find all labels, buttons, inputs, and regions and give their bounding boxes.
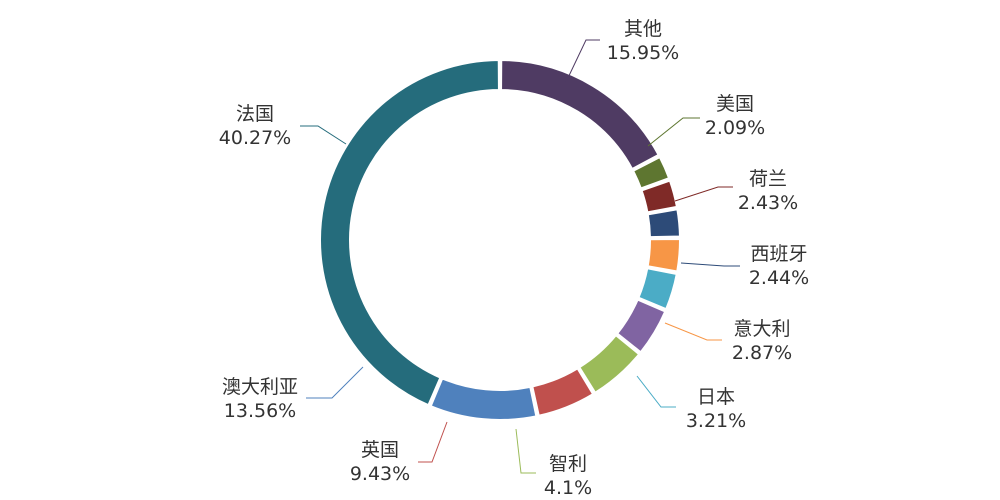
donut-slices <box>319 58 681 421</box>
leader-line-6 <box>515 428 536 474</box>
slice-1 <box>631 155 671 190</box>
slice-9 <box>429 377 538 421</box>
slice-percent: 9.43% <box>350 463 410 485</box>
leader-line-1 <box>647 117 700 147</box>
slice-label: 澳大利亚 <box>222 376 298 398</box>
slice-10 <box>319 58 500 407</box>
leader-line-7 <box>418 421 448 463</box>
leader-line-2 <box>674 186 733 202</box>
leader-line-8 <box>306 366 364 399</box>
slice-percent: 4.1% <box>544 477 592 499</box>
slice-label: 意大利 <box>733 318 790 340</box>
leader-line-3 <box>680 262 740 267</box>
slice-percent: 2.09% <box>705 117 765 139</box>
slice-label: 法国 <box>236 103 274 125</box>
leader-lines <box>300 39 740 474</box>
slice-label: 其他 <box>624 18 662 40</box>
slice-percent: 13.56% <box>224 400 296 422</box>
slice-percent: 2.87% <box>732 342 792 364</box>
slice-7 <box>577 333 641 395</box>
slice-percent: 2.44% <box>749 267 809 289</box>
leader-line-5 <box>636 375 676 408</box>
slice-percent: 40.27% <box>219 127 291 149</box>
leader-line-9 <box>300 125 347 145</box>
slice-6 <box>615 298 667 354</box>
slice-5 <box>637 267 678 311</box>
slice-label: 荷兰 <box>749 168 787 190</box>
slice-percent: 3.21% <box>686 410 746 432</box>
slice-percent: 2.43% <box>738 192 798 214</box>
leader-line-4 <box>664 322 722 341</box>
slice-label: 美国 <box>716 93 754 115</box>
leader-line-0 <box>565 39 600 83</box>
slice-4 <box>646 238 681 273</box>
slice-0 <box>500 58 660 171</box>
slice-label: 西班牙 <box>750 243 807 265</box>
slice-percent: 15.95% <box>607 42 679 64</box>
slice-label: 日本 <box>697 386 735 408</box>
slice-label: 英国 <box>361 439 399 461</box>
slice-2 <box>640 179 679 214</box>
slice-8 <box>531 367 595 417</box>
slice-label: 智利 <box>549 453 587 475</box>
slice-3 <box>646 208 681 239</box>
